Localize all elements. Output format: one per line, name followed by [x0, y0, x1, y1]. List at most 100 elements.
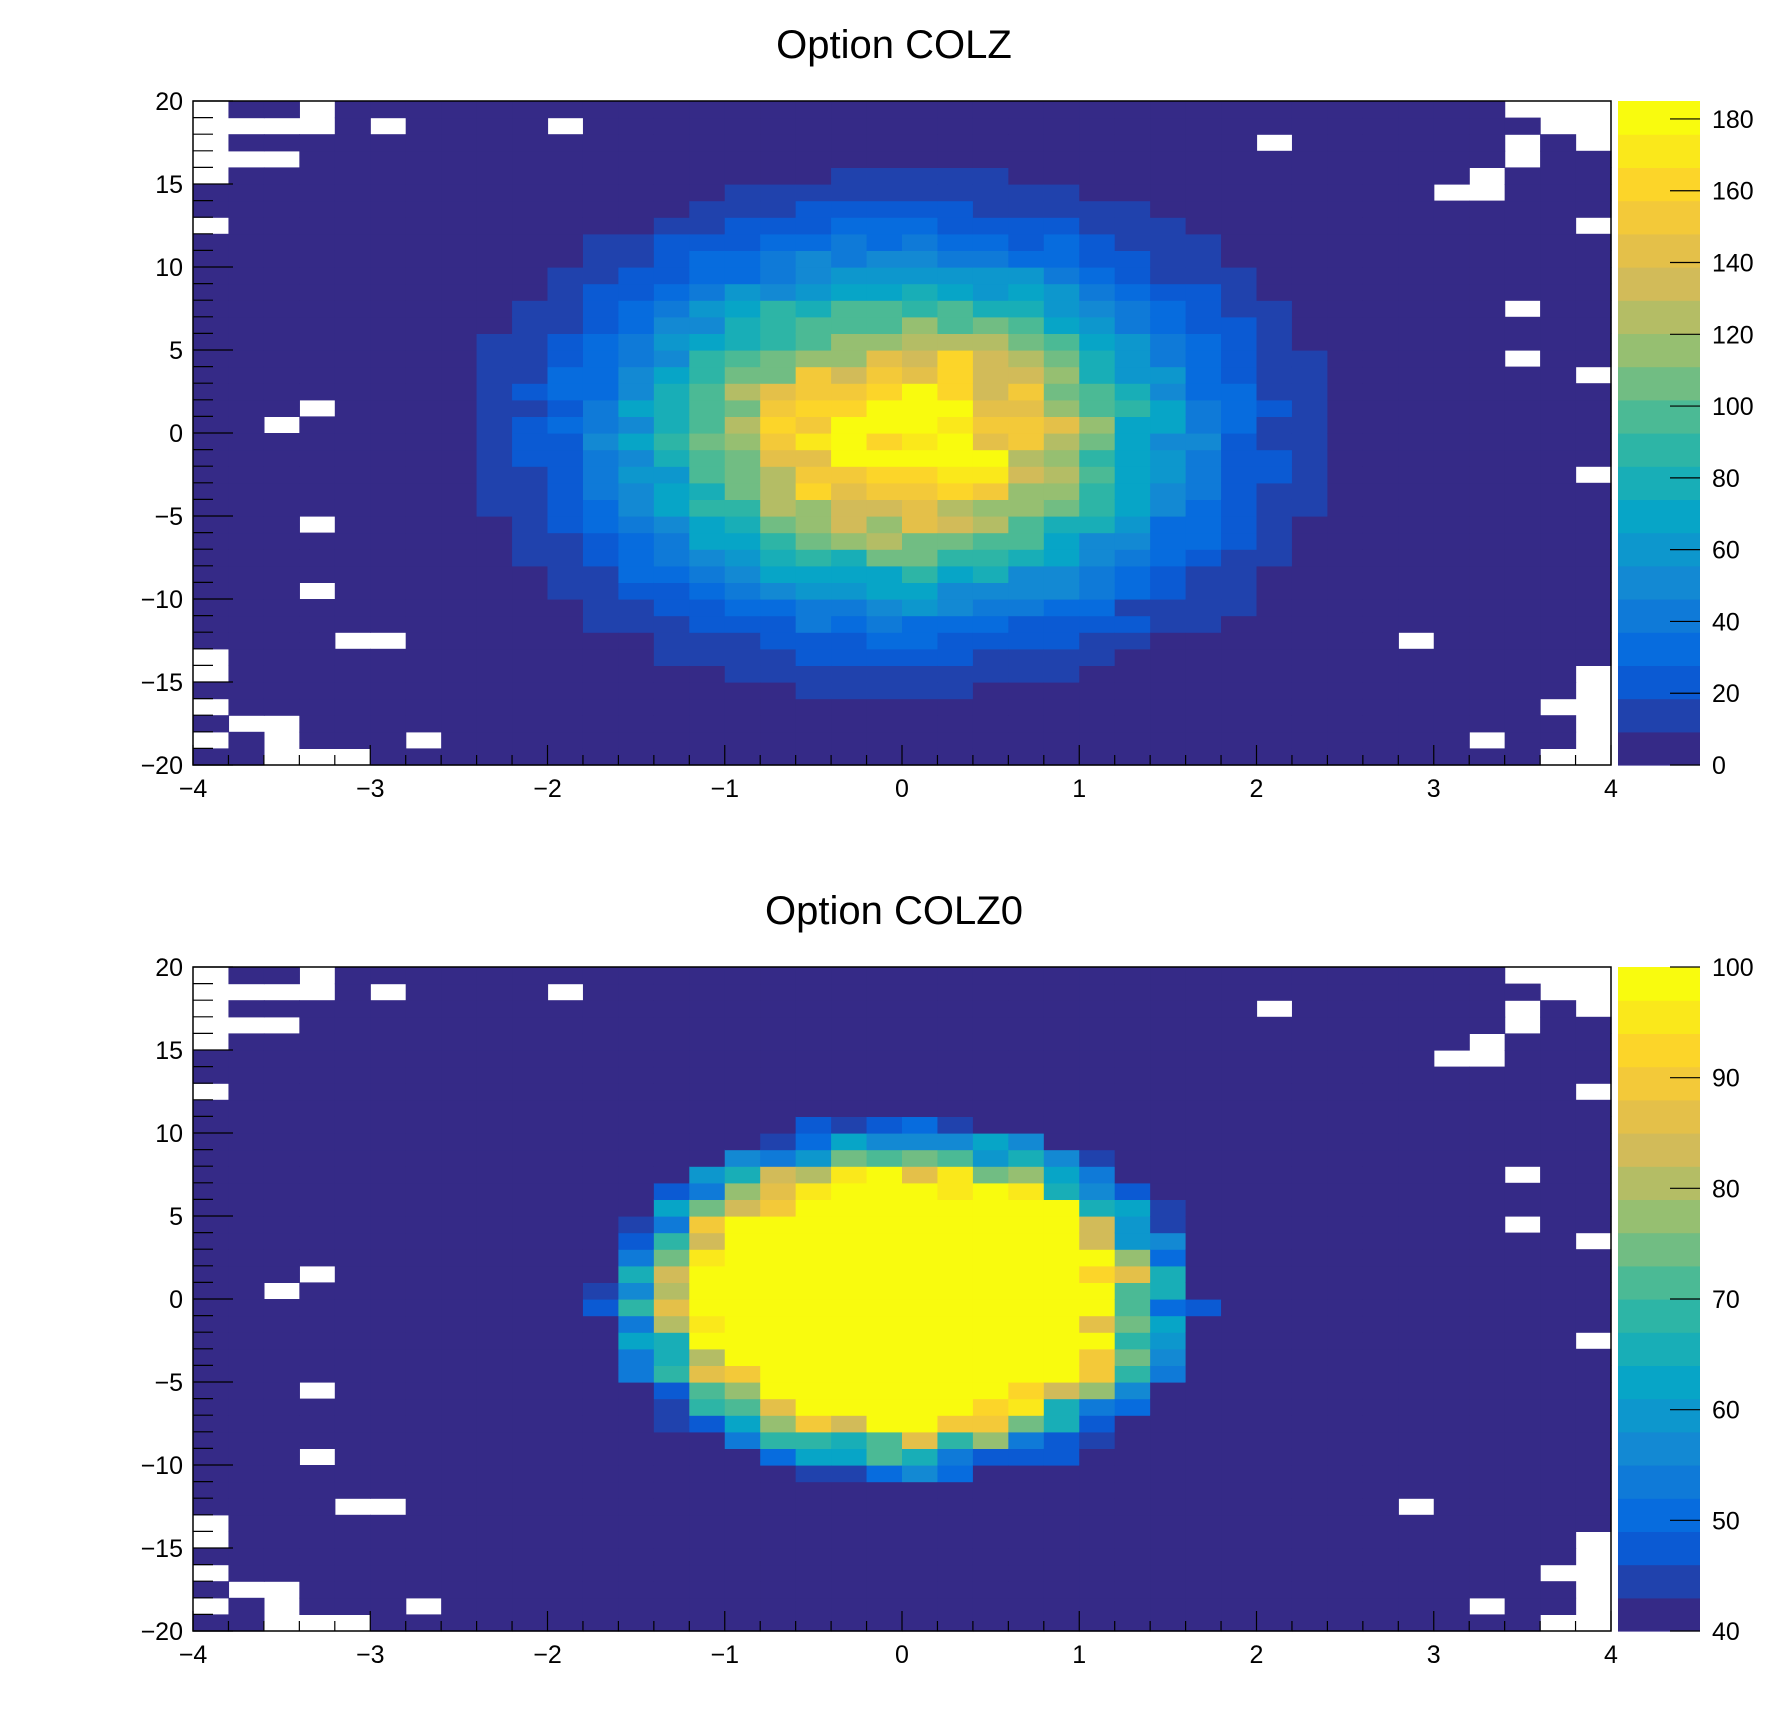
heatmap-cell	[512, 1083, 549, 1101]
heatmap-cell	[1221, 1249, 1258, 1267]
heatmap-cell	[1114, 532, 1151, 550]
heatmap-cell	[1469, 1083, 1506, 1101]
heatmap-cell	[334, 615, 371, 633]
heatmap-cell	[760, 184, 797, 202]
heatmap-cell	[1327, 1465, 1364, 1483]
heatmap-cell	[334, 1315, 371, 1333]
heatmap-cell	[902, 134, 939, 152]
heatmap-cell	[228, 1000, 265, 1018]
heatmap-cell	[937, 748, 974, 766]
heatmap-cell	[689, 200, 726, 218]
heatmap-cell	[902, 1299, 939, 1317]
heatmap-cell	[1469, 516, 1506, 534]
heatmap-cell	[405, 233, 442, 251]
heatmap-cell	[902, 665, 939, 683]
heatmap-cell	[760, 1581, 797, 1599]
heatmap-cell	[441, 1083, 478, 1101]
heatmap-cell	[299, 1564, 336, 1582]
heatmap-cell	[1114, 1182, 1151, 1200]
heatmap-cell	[795, 665, 832, 683]
heatmap-cell	[441, 150, 478, 168]
heatmap-cell	[760, 1149, 797, 1167]
heatmap-cell	[653, 1249, 690, 1267]
heatmap-cell	[1327, 350, 1364, 368]
heatmap-cell	[1008, 416, 1045, 434]
heatmap-cell	[795, 1000, 832, 1018]
x-tick-label: 2	[1250, 775, 1264, 803]
heatmap-cell	[1398, 1597, 1435, 1615]
heatmap-cell	[972, 516, 1009, 534]
heatmap-cell	[1079, 1000, 1116, 1018]
heatmap-cell	[1079, 416, 1116, 434]
heatmap-cell	[1575, 1033, 1612, 1051]
heatmap-cell	[689, 1133, 726, 1151]
heatmap-cell	[1079, 1315, 1116, 1333]
heatmap-cell	[689, 150, 726, 168]
heatmap-cell	[1185, 1083, 1222, 1101]
colorbar-segment	[1618, 499, 1700, 534]
heatmap-cell	[689, 1199, 726, 1217]
heatmap-cell	[1256, 1282, 1293, 1300]
heatmap-cell	[263, 1216, 300, 1234]
heatmap-cell	[582, 1431, 619, 1449]
heatmap-cell	[902, 300, 939, 318]
heatmap-cell	[263, 1149, 300, 1167]
heatmap-cell	[441, 1382, 478, 1400]
heatmap-cell	[1433, 1614, 1470, 1632]
heatmap-cell	[370, 1232, 407, 1250]
heatmap-cell	[1433, 1182, 1470, 1200]
heatmap-cell	[689, 682, 726, 700]
heatmap-cell	[760, 731, 797, 749]
heatmap-cell	[1469, 117, 1506, 135]
heatmap-cell	[1504, 1348, 1541, 1366]
heatmap-cell	[476, 433, 513, 451]
heatmap-cell	[193, 399, 230, 417]
heatmap-cell	[795, 731, 832, 749]
heatmap-cell	[902, 1431, 939, 1449]
heatmap-cell	[512, 1099, 549, 1117]
heatmap-cell	[193, 1382, 230, 1400]
heatmap-cell	[831, 1332, 868, 1350]
heatmap-cell	[1114, 283, 1151, 301]
heatmap-cell	[618, 1299, 655, 1317]
heatmap-cell	[831, 200, 868, 218]
heatmap-cell	[831, 184, 868, 202]
heatmap-cell	[512, 1016, 549, 1034]
heatmap-cell	[476, 101, 513, 119]
heatmap-cell	[866, 698, 903, 716]
heatmap-cell	[1504, 433, 1541, 451]
heatmap-cell	[1079, 1415, 1116, 1433]
heatmap-cell	[618, 748, 655, 766]
heatmap-cell	[263, 565, 300, 583]
heatmap-cell	[795, 582, 832, 600]
heatmap-cell	[1256, 1365, 1293, 1383]
heatmap-cell	[193, 1315, 230, 1333]
heatmap-cell	[795, 565, 832, 583]
heatmap-cell	[1575, 1365, 1612, 1383]
heatmap-cell	[1327, 1050, 1364, 1068]
heatmap-cell	[1114, 366, 1151, 384]
heatmap-cell	[972, 167, 1009, 185]
heatmap-cell	[937, 101, 974, 119]
heatmap-cell	[1221, 101, 1258, 119]
heatmap-cell	[689, 433, 726, 451]
heatmap-cell	[1221, 967, 1258, 985]
heatmap-cell	[618, 316, 655, 334]
heatmap-cell	[228, 1232, 265, 1250]
heatmap-cell	[1256, 565, 1293, 583]
heatmap-cell	[228, 366, 265, 384]
heatmap-cell	[902, 1199, 939, 1217]
heatmap-cell	[1433, 1531, 1470, 1549]
heatmap-cell	[618, 1348, 655, 1366]
heatmap-cell	[441, 1016, 478, 1034]
heatmap-cell	[866, 1614, 903, 1632]
heatmap-cell	[1575, 1431, 1612, 1449]
heatmap-cell	[1327, 1382, 1364, 1400]
heatmap-cell	[476, 516, 513, 534]
heatmap-cell	[1575, 1066, 1612, 1084]
heatmap-cell	[334, 449, 371, 467]
heatmap-cell	[334, 715, 371, 733]
heatmap-cell	[618, 416, 655, 434]
heatmap-cell	[334, 1597, 371, 1615]
heatmap-cell	[1327, 599, 1364, 617]
